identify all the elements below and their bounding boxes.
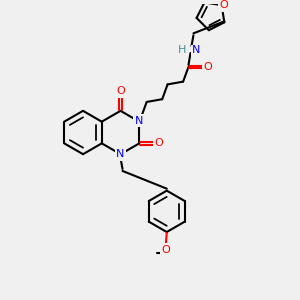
Text: O: O	[154, 138, 164, 148]
Text: O: O	[116, 86, 125, 96]
Text: O: O	[161, 245, 170, 255]
Text: N: N	[135, 116, 143, 126]
Text: N: N	[116, 149, 125, 159]
Text: H: H	[178, 45, 187, 55]
Text: O: O	[204, 62, 213, 72]
Text: O: O	[219, 0, 228, 10]
Text: N: N	[191, 45, 200, 55]
